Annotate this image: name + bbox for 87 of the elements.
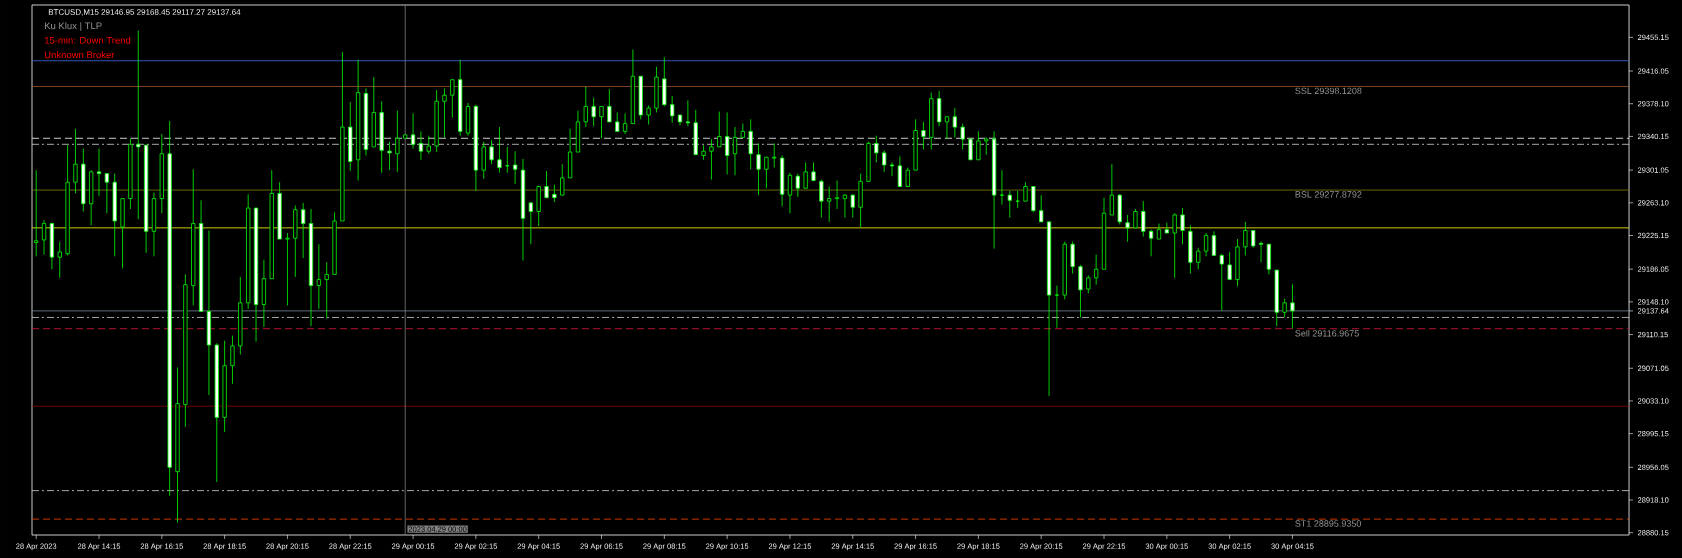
candlestick <box>96 148 102 197</box>
candlestick <box>882 149 887 173</box>
candlestick <box>1039 194 1044 223</box>
candlestick <box>819 179 824 218</box>
candlestick <box>1290 283 1295 329</box>
candlestick <box>1133 208 1138 229</box>
candlestick <box>670 95 675 124</box>
candlestick <box>104 173 109 214</box>
candlestick <box>599 106 604 139</box>
candlestick <box>489 139 494 165</box>
candlestick <box>34 169 39 257</box>
candlestick <box>41 219 47 255</box>
candlestick <box>1172 212 1177 279</box>
candlestick <box>544 170 549 199</box>
candlestick <box>1196 247 1201 270</box>
candlestick <box>1109 163 1114 216</box>
candlestick <box>442 87 447 138</box>
candlestick <box>1078 264 1083 318</box>
candlestick <box>324 261 329 319</box>
candlestick <box>834 180 840 210</box>
candlestick <box>717 111 722 148</box>
candlestick <box>615 112 620 132</box>
candlestick <box>1070 241 1075 274</box>
candlestick <box>591 97 596 127</box>
candlestick <box>1203 232 1209 257</box>
annotation: 15-min: Down Trend <box>44 36 131 44</box>
candlestick <box>1243 221 1248 256</box>
candlestick <box>984 137 989 156</box>
candlestick <box>795 173 800 198</box>
candlestick <box>944 116 950 140</box>
candlestick <box>787 172 793 214</box>
candlestick <box>976 130 981 161</box>
candlestick <box>528 201 533 245</box>
candlestick <box>607 88 612 123</box>
candlestick <box>552 184 557 203</box>
candlestick <box>1141 200 1146 237</box>
candlestick <box>1219 253 1224 311</box>
candlestick <box>709 138 714 181</box>
candlestick <box>1258 241 1264 263</box>
candlestick <box>450 79 455 118</box>
candlestick <box>850 193 855 218</box>
candlestick <box>732 126 738 176</box>
candlestick <box>756 143 761 196</box>
candlestick <box>1007 190 1012 218</box>
candlestick <box>481 141 486 180</box>
candlestick <box>764 156 769 189</box>
candlestick <box>1086 274 1091 294</box>
candlestick <box>583 86 588 128</box>
candlestick <box>827 186 832 223</box>
candlestick <box>1094 254 1099 286</box>
candlestick <box>646 105 651 125</box>
candlestick <box>1054 285 1060 329</box>
candlestick <box>285 232 290 306</box>
candlestick <box>1211 230 1217 256</box>
candlestick <box>772 143 777 168</box>
candlestick <box>905 167 910 187</box>
candlestick <box>73 128 78 194</box>
candlestick <box>999 169 1005 206</box>
annotation: Unknown Broker <box>44 51 115 59</box>
candlestick <box>560 163 565 196</box>
candlestick <box>803 161 808 189</box>
candlestick <box>1125 214 1130 243</box>
candlestick <box>395 110 400 173</box>
candlestick <box>685 99 690 127</box>
candlestick <box>301 202 306 259</box>
chart-title: BTCUSD,M15 29146.95 29168.45 29117.27 29137.64 <box>48 9 241 16</box>
candlestick <box>842 193 848 218</box>
candlestick <box>937 90 942 127</box>
candlestick <box>897 155 902 187</box>
ref-line-label: SSL 29398.1208 <box>1295 87 1362 95</box>
ref-line-label: ST1 28895.9350 <box>1295 520 1362 527</box>
candlestick <box>622 112 628 135</box>
candlestick <box>230 335 235 385</box>
candlestick <box>426 135 431 155</box>
ref-line-label: Sell 29116.9675 <box>1295 329 1359 337</box>
annotation: Ku Klux | TLP <box>44 22 102 32</box>
candlestick <box>889 161 895 177</box>
candlestick <box>513 150 518 185</box>
candlestick <box>57 241 62 279</box>
ref-line-label: BSL 29277.8792 <box>1295 191 1362 198</box>
candlestick <box>387 141 392 171</box>
candlestick <box>1148 229 1154 257</box>
candlestick <box>316 243 321 310</box>
candlestick <box>1282 298 1287 318</box>
candlestick <box>1180 207 1185 245</box>
candlestick <box>1023 181 1028 202</box>
candlestick <box>1227 251 1232 280</box>
